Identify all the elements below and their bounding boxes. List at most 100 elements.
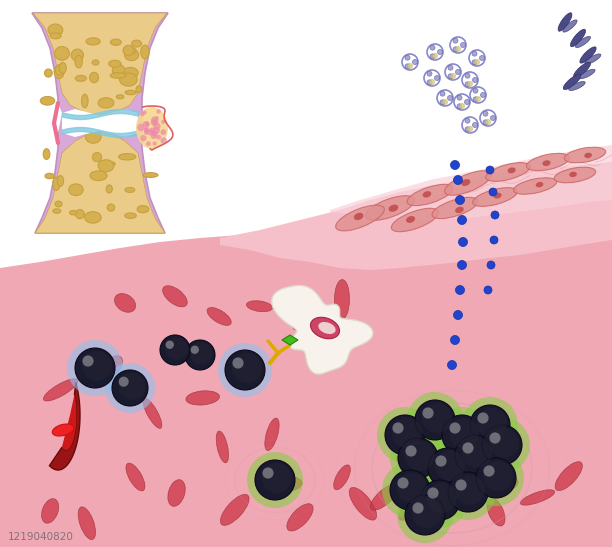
Ellipse shape: [59, 62, 66, 73]
Polygon shape: [62, 394, 76, 450]
Circle shape: [440, 91, 445, 96]
Ellipse shape: [71, 49, 83, 61]
Circle shape: [405, 55, 410, 60]
Circle shape: [490, 236, 498, 244]
Ellipse shape: [263, 476, 302, 492]
Circle shape: [453, 311, 463, 319]
Ellipse shape: [542, 160, 551, 166]
Circle shape: [160, 137, 167, 144]
Circle shape: [118, 373, 145, 400]
Circle shape: [151, 119, 158, 126]
Circle shape: [487, 261, 495, 269]
Ellipse shape: [163, 286, 187, 307]
Ellipse shape: [287, 504, 313, 531]
Polygon shape: [33, 13, 167, 115]
Circle shape: [460, 43, 466, 48]
Ellipse shape: [570, 30, 586, 46]
Polygon shape: [220, 162, 612, 270]
Ellipse shape: [399, 496, 423, 520]
Circle shape: [455, 435, 495, 475]
Circle shape: [232, 353, 262, 383]
Circle shape: [422, 403, 452, 433]
Ellipse shape: [75, 75, 86, 82]
Ellipse shape: [451, 498, 477, 512]
Ellipse shape: [432, 197, 478, 219]
Circle shape: [450, 160, 460, 170]
Circle shape: [442, 415, 482, 455]
Circle shape: [448, 65, 453, 70]
Ellipse shape: [48, 24, 63, 36]
Ellipse shape: [493, 193, 502, 199]
Circle shape: [458, 237, 468, 247]
Ellipse shape: [84, 212, 101, 223]
Circle shape: [137, 124, 144, 131]
Circle shape: [453, 176, 463, 184]
Ellipse shape: [575, 36, 591, 48]
Circle shape: [397, 487, 453, 543]
Ellipse shape: [53, 177, 60, 190]
Ellipse shape: [89, 72, 99, 83]
Ellipse shape: [86, 38, 100, 45]
Circle shape: [476, 458, 516, 498]
Ellipse shape: [564, 147, 606, 163]
Ellipse shape: [119, 154, 136, 160]
Circle shape: [83, 356, 94, 366]
Circle shape: [160, 335, 190, 365]
Ellipse shape: [558, 13, 572, 31]
Ellipse shape: [116, 95, 124, 99]
Ellipse shape: [472, 188, 517, 206]
Circle shape: [472, 78, 477, 83]
Circle shape: [474, 60, 479, 65]
Ellipse shape: [45, 173, 54, 179]
Circle shape: [465, 100, 469, 104]
Circle shape: [455, 475, 485, 505]
Circle shape: [412, 472, 468, 528]
Circle shape: [472, 60, 477, 65]
Circle shape: [455, 286, 465, 294]
Ellipse shape: [520, 490, 554, 505]
Circle shape: [185, 340, 215, 370]
Circle shape: [483, 111, 488, 116]
Circle shape: [420, 480, 460, 520]
Ellipse shape: [75, 210, 84, 219]
Circle shape: [465, 118, 470, 123]
Circle shape: [447, 360, 457, 370]
Circle shape: [472, 51, 477, 56]
Circle shape: [483, 461, 513, 491]
Circle shape: [468, 82, 472, 86]
Ellipse shape: [78, 507, 95, 539]
Ellipse shape: [573, 62, 591, 78]
Circle shape: [105, 363, 155, 413]
Circle shape: [485, 119, 490, 125]
Ellipse shape: [486, 162, 531, 182]
Circle shape: [450, 335, 460, 345]
Circle shape: [472, 123, 477, 127]
Ellipse shape: [444, 171, 491, 195]
Circle shape: [458, 260, 466, 270]
Ellipse shape: [113, 65, 125, 76]
Ellipse shape: [141, 45, 149, 59]
Ellipse shape: [92, 60, 99, 65]
Polygon shape: [35, 131, 165, 233]
Ellipse shape: [507, 167, 516, 173]
Circle shape: [385, 415, 425, 455]
Circle shape: [440, 100, 445, 105]
Circle shape: [152, 131, 157, 136]
Circle shape: [434, 407, 490, 463]
Circle shape: [144, 127, 149, 132]
Circle shape: [82, 351, 112, 381]
Circle shape: [390, 430, 446, 486]
Circle shape: [255, 460, 295, 500]
Circle shape: [153, 123, 160, 130]
Circle shape: [435, 451, 465, 481]
Circle shape: [449, 422, 461, 434]
Circle shape: [470, 405, 510, 445]
Circle shape: [151, 133, 157, 139]
Circle shape: [405, 445, 417, 457]
Circle shape: [490, 432, 501, 444]
Ellipse shape: [293, 302, 312, 330]
Circle shape: [433, 54, 438, 59]
Circle shape: [218, 343, 272, 397]
Ellipse shape: [98, 98, 114, 108]
Ellipse shape: [513, 178, 556, 194]
